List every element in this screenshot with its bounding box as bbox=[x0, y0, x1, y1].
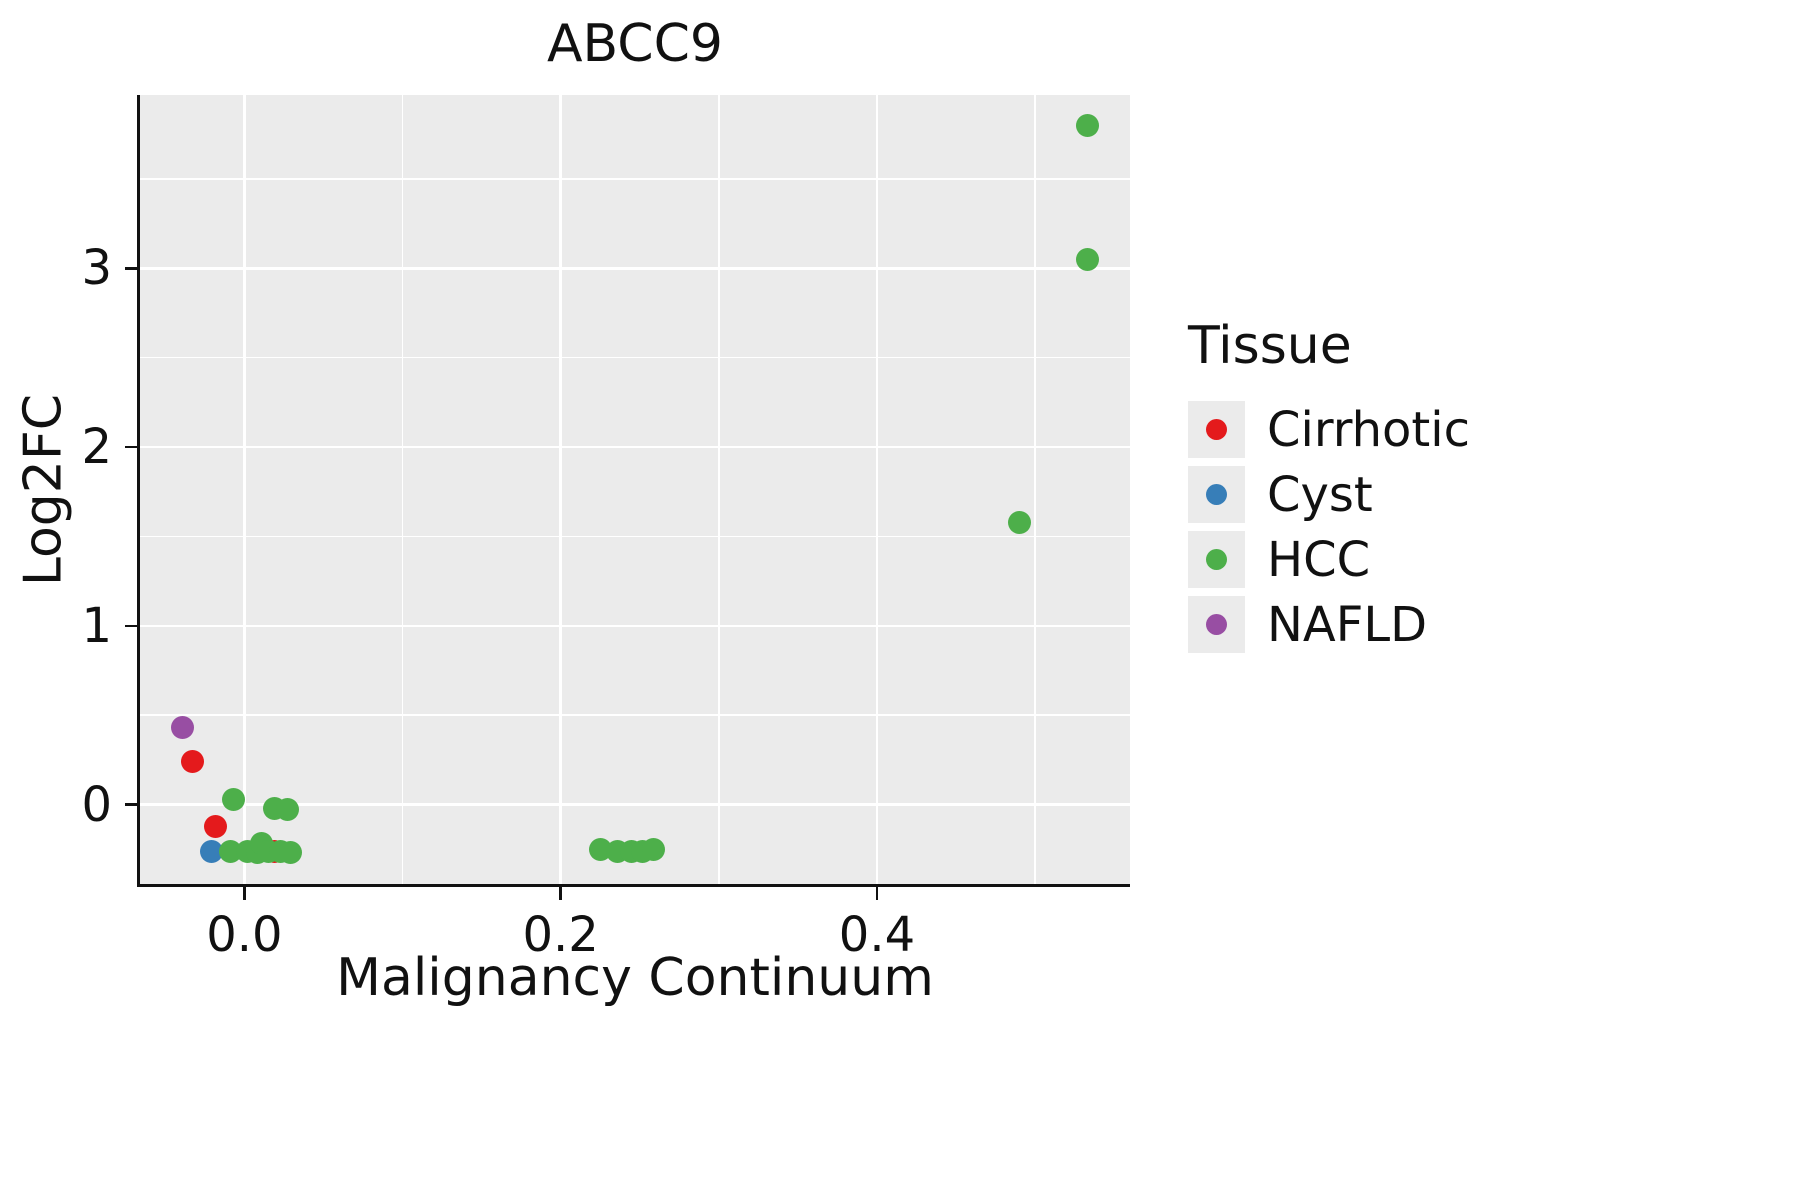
data-point bbox=[278, 841, 302, 865]
grid-line-major-horizontal bbox=[140, 803, 1130, 806]
plot-panel bbox=[140, 95, 1130, 885]
x-axis-label: Malignancy Continuum bbox=[336, 948, 934, 1008]
x-tick-label: 0.0 bbox=[206, 907, 283, 963]
y-tick-label: 2 bbox=[81, 419, 112, 476]
legend-key bbox=[1188, 596, 1245, 654]
data-point bbox=[204, 814, 228, 838]
grid-line-major-vertical bbox=[243, 95, 246, 885]
y-tick-label: 0 bbox=[81, 776, 112, 833]
legend-dot-icon bbox=[1206, 614, 1227, 636]
data-point bbox=[642, 837, 666, 861]
legend-key bbox=[1188, 401, 1245, 459]
data-point bbox=[1075, 247, 1099, 271]
grid-line-major-horizontal bbox=[140, 445, 1130, 449]
legend-entry: Cirrhotic bbox=[1188, 401, 1470, 459]
grid-line-major-horizontal bbox=[140, 267, 1130, 270]
legend-label: NAFLD bbox=[1267, 596, 1428, 653]
grid-line-minor-vertical bbox=[718, 95, 720, 885]
grid-line-minor-horizontal bbox=[140, 356, 1130, 359]
legend-dot-icon bbox=[1206, 484, 1227, 506]
legend-title: Tissue bbox=[1188, 316, 1352, 376]
legend-key bbox=[1188, 466, 1245, 524]
grid-line-major-horizontal bbox=[140, 624, 1130, 628]
legend-entry: Cyst bbox=[1188, 466, 1470, 524]
y-tick-mark bbox=[125, 267, 138, 270]
y-axis-label: Log2FC bbox=[13, 393, 74, 587]
legend-label: Cyst bbox=[1267, 466, 1373, 523]
y-tick-label: 1 bbox=[81, 597, 112, 654]
x-tick-label: 0.2 bbox=[522, 907, 599, 963]
grid-line-minor-horizontal bbox=[140, 535, 1130, 538]
legend-dot-icon bbox=[1206, 549, 1227, 571]
y-axis-line bbox=[137, 95, 140, 885]
grid-line-minor-vertical bbox=[1034, 95, 1036, 885]
data-point bbox=[1007, 510, 1031, 534]
data-point bbox=[218, 839, 242, 863]
x-tick-label: 0.4 bbox=[838, 907, 916, 963]
y-tick-mark bbox=[125, 624, 138, 628]
chart-title: ABCC9 bbox=[546, 14, 724, 74]
legend-entry: NAFLD bbox=[1188, 596, 1470, 654]
legend-label: HCC bbox=[1267, 531, 1371, 588]
x-tick-mark bbox=[559, 887, 562, 900]
legend-label: Cirrhotic bbox=[1267, 401, 1470, 458]
grid-line-major-vertical bbox=[559, 95, 562, 885]
legend-dot-icon bbox=[1206, 419, 1227, 441]
data-point bbox=[588, 837, 612, 861]
grid-line-minor-horizontal bbox=[140, 714, 1130, 716]
x-tick-mark bbox=[243, 887, 246, 900]
data-point bbox=[221, 787, 245, 811]
data-point bbox=[1075, 113, 1099, 137]
data-point bbox=[180, 750, 204, 774]
y-tick-label: 3 bbox=[81, 240, 112, 297]
y-tick-mark bbox=[125, 803, 138, 806]
grid-line-minor-vertical bbox=[401, 95, 404, 885]
x-tick-mark bbox=[875, 887, 879, 900]
y-tick-mark bbox=[125, 445, 138, 449]
legend: Tissue Cirrhotic Cyst HCC NAFLD bbox=[1188, 316, 1470, 661]
x-axis-line bbox=[137, 884, 1130, 887]
legend-entries: Cirrhotic Cyst HCC NAFLD bbox=[1188, 401, 1470, 654]
legend-key bbox=[1188, 531, 1245, 589]
data-point bbox=[275, 798, 299, 822]
data-point bbox=[199, 839, 223, 863]
legend-entry: HCC bbox=[1188, 531, 1470, 589]
grid-line-major-vertical bbox=[875, 95, 879, 885]
data-point bbox=[171, 716, 195, 740]
grid-line-minor-horizontal bbox=[140, 178, 1130, 180]
